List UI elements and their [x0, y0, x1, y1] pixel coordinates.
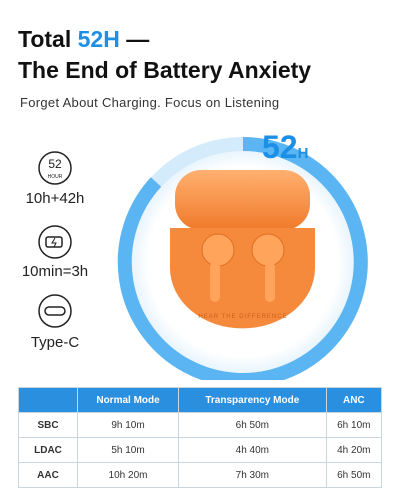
headline-line1: Total 52H — — [18, 26, 149, 53]
headline-line2: The End of Battery Anxiety — [18, 57, 312, 83]
charge-icon — [38, 225, 72, 259]
hour-icon-unit: HOUR — [48, 174, 63, 180]
feature-label: Type-C — [30, 334, 80, 351]
table-cell: 9h 10m — [76, 412, 180, 438]
table-cell: 6h 10m — [325, 412, 383, 438]
headline-dash: — — [126, 26, 150, 52]
table-row: SBC 9h 10m 6h 50m 6h 10m — [18, 412, 383, 438]
header-cell — [18, 387, 78, 413]
case-text: HEAR THE DIFFERENCE — [198, 314, 287, 320]
header-cell: Normal Mode — [76, 387, 180, 413]
table-cell: 6h 50m — [178, 412, 327, 438]
spec-table: Normal Mode Transparency Mode ANC SBC 9h … — [18, 387, 383, 488]
row-header: SBC — [18, 412, 78, 438]
earbud-right — [251, 233, 285, 267]
hour-icon-number: 52 — [48, 157, 62, 171]
earbud-left — [201, 233, 235, 267]
usb-shape — [44, 306, 66, 316]
headline-highlight: 52H — [77, 26, 120, 52]
table-cell: 5h 10m — [76, 437, 180, 463]
feature-label: 10h+42h — [25, 190, 85, 207]
earbud-left-stem — [210, 262, 220, 302]
table-cell: 7h 30m — [178, 462, 327, 488]
usb-icon — [38, 294, 72, 328]
badge-unit: H — [298, 145, 309, 162]
earbud-right-stem — [265, 262, 275, 302]
table-row: LDAC 5h 10m 4h 40m 4h 20m — [18, 437, 383, 463]
hour-icon — [38, 151, 72, 185]
header-cell: ANC — [325, 387, 383, 413]
ring-arc — [117, 137, 368, 380]
feature-label: 10min=3h — [21, 263, 89, 280]
table-cell: 4h 20m — [325, 437, 383, 463]
battery-shape — [45, 236, 63, 248]
row-header: AAC — [18, 462, 78, 488]
bolt — [51, 237, 57, 248]
subtitle: Forget About Charging. Focus on Listenin… — [20, 95, 280, 110]
headline-lead: Total — [18, 26, 72, 52]
header-cell: Transparency Mode — [178, 387, 327, 413]
illustration: HEAR THE DIFFERENCE 52H 52 HOUR — [38, 129, 368, 380]
header-row: Normal Mode Transparency Mode ANC — [18, 387, 383, 413]
table-cell: 4h 40m — [178, 437, 327, 463]
table-row: AAC 10h 20m 7h 30m 6h 50m — [18, 462, 383, 488]
case-lid — [175, 170, 310, 230]
row-header: LDAC — [18, 437, 78, 463]
table-cell: 6h 50m — [325, 462, 383, 488]
badge-number: 52H — [262, 129, 308, 165]
table-cell: 10h 20m — [76, 462, 180, 488]
